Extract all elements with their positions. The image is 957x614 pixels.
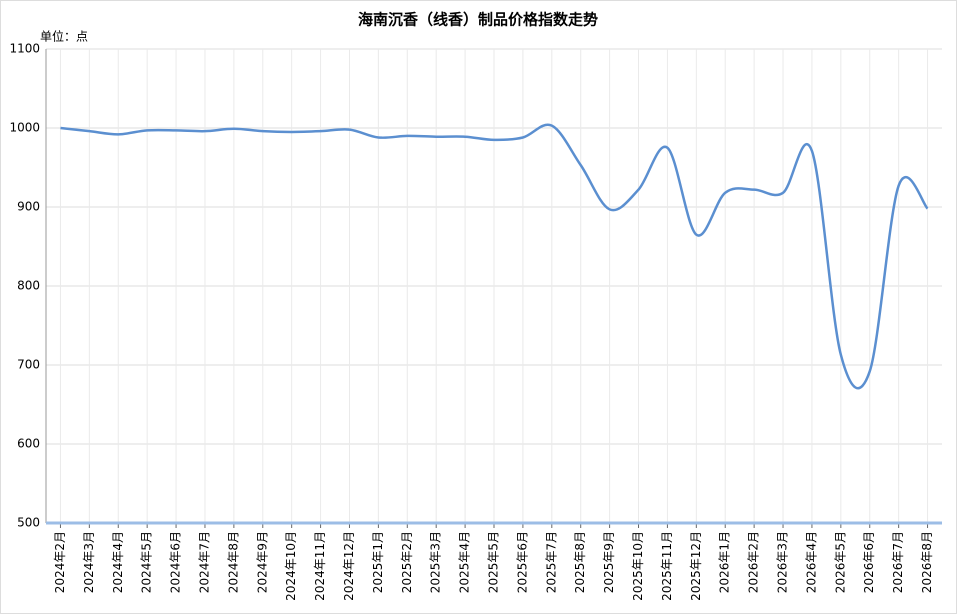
x-tick-label: 2026年3月 xyxy=(776,531,790,593)
x-tick-label: 2024年11月 xyxy=(313,531,327,601)
x-tick-label: 2024年7月 xyxy=(197,531,211,593)
x-tick-label: 2025年12月 xyxy=(689,531,703,601)
y-tick-label: 500 xyxy=(17,516,40,530)
y-tick-label: 1100 xyxy=(9,42,40,56)
y-tick-label: 900 xyxy=(17,200,40,214)
x-tick-label: 2024年12月 xyxy=(342,531,356,601)
x-tick-label: 2024年6月 xyxy=(169,531,183,593)
x-tick-label: 2024年5月 xyxy=(140,531,154,593)
x-tick-label: 2026年5月 xyxy=(833,531,847,593)
x-tick-label: 2026年1月 xyxy=(718,531,732,593)
x-tick-label: 2026年7月 xyxy=(891,531,905,593)
y-tick-label: 600 xyxy=(17,437,40,451)
x-tick-label: 2024年4月 xyxy=(111,531,125,593)
line xyxy=(60,123,929,390)
y-tick-label: 1000 xyxy=(9,121,40,135)
x-tick-label: 2024年2月 xyxy=(53,531,67,593)
x-tick-label: 2026年8月 xyxy=(920,531,934,593)
x-tick-label: 2025年9月 xyxy=(602,531,616,593)
x-tick-label: 2025年2月 xyxy=(400,531,414,593)
x-tick-label: 2025年10月 xyxy=(631,531,645,601)
x-tick-label: 2025年11月 xyxy=(660,531,674,601)
chart-title: 海南沉香（线香）制品价格指数走势 xyxy=(358,11,598,29)
x-tick-label: 2025年1月 xyxy=(371,531,385,593)
y-tick-label: 800 xyxy=(17,279,40,293)
x-tick-label: 2024年9月 xyxy=(255,531,269,593)
x-tick-label: 2026年4月 xyxy=(804,531,818,593)
x-tick-label: 2025年3月 xyxy=(429,531,443,593)
x-tick-label: 2026年6月 xyxy=(862,531,876,593)
x-tick-label: 2024年8月 xyxy=(226,531,240,593)
x-tick-label: 2026年2月 xyxy=(747,531,761,593)
x-tick-label: 2024年3月 xyxy=(82,531,96,593)
x-tick-label: 2024年10月 xyxy=(284,531,298,601)
y-tick-label: 700 xyxy=(17,358,40,372)
x-tick-label: 2025年6月 xyxy=(515,531,529,593)
x-tick-label: 2025年7月 xyxy=(544,531,558,593)
x-tick-label: 2025年5月 xyxy=(487,531,501,593)
x-tick-label: 2025年8月 xyxy=(573,531,587,593)
x-tick-label: 2025年4月 xyxy=(458,531,472,593)
unit-label: 单位：点 xyxy=(40,29,88,44)
